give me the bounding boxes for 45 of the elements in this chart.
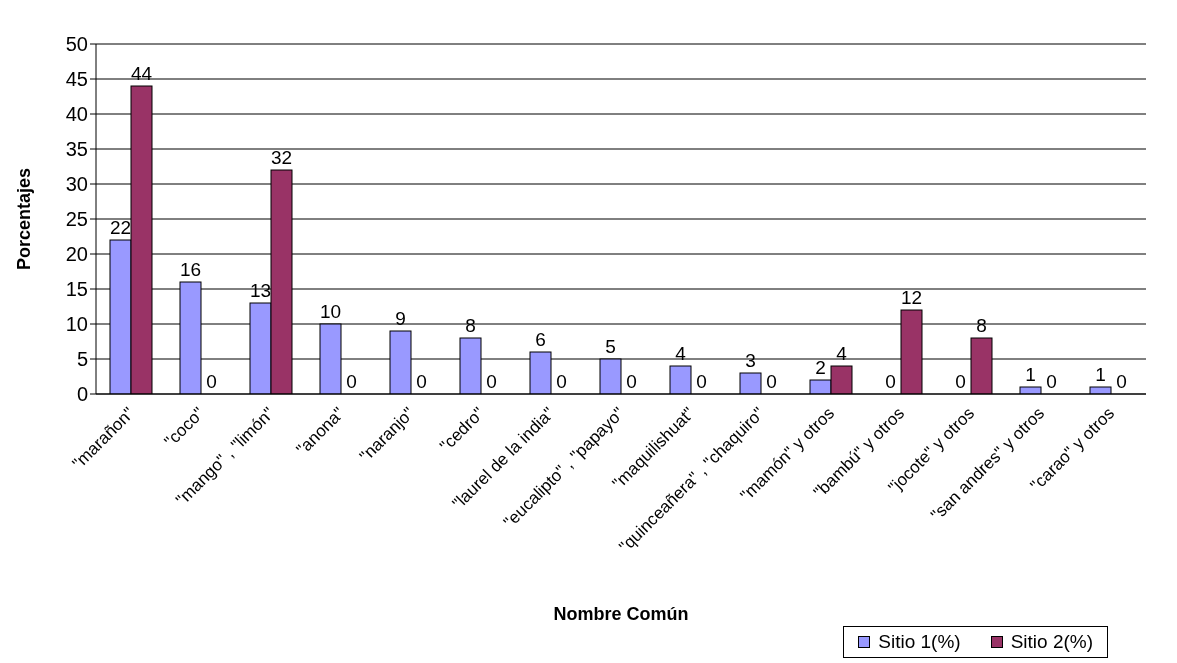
data-label: 0 [206, 371, 217, 392]
data-label: 8 [465, 315, 476, 336]
data-label: 0 [955, 371, 966, 392]
data-label: 0 [885, 371, 896, 392]
y-tick-label: 50 [65, 33, 88, 56]
data-label: 8 [976, 315, 987, 336]
data-label: 0 [626, 371, 637, 392]
y-tick-label: 5 [76, 348, 88, 371]
y-tick-label: 0 [76, 383, 88, 406]
y-tick-label: 40 [65, 103, 88, 126]
data-label: 0 [1046, 371, 1057, 392]
data-label: 0 [1116, 371, 1127, 392]
data-label: 1 [1025, 364, 1036, 385]
y-tick-label: 10 [65, 313, 88, 336]
y-tick-label: 20 [65, 243, 88, 266]
data-label: 0 [696, 371, 707, 392]
data-label: 10 [319, 301, 342, 322]
data-label: 4 [836, 343, 848, 364]
y-tick-label: 45 [65, 68, 88, 91]
data-label: 0 [766, 371, 777, 392]
data-label: 16 [179, 259, 202, 280]
data-label: 32 [270, 147, 293, 168]
y-tick-label: 30 [65, 173, 88, 196]
data-label: 5 [605, 336, 616, 357]
y-tick-label: 15 [65, 278, 88, 301]
data-label: 9 [395, 308, 406, 329]
x-axis-title: Nombre Común [553, 604, 689, 624]
legend-label: Sitio 1(%) [877, 631, 961, 653]
legend-label: Sitio 2(%) [1009, 631, 1093, 653]
data-label: 0 [556, 371, 567, 392]
data-label: 2 [815, 357, 826, 378]
data-label: 1 [1095, 364, 1106, 385]
data-label: 4 [675, 343, 687, 364]
data-label: 3 [745, 350, 756, 371]
data-label: 0 [416, 371, 427, 392]
data-label: 44 [130, 63, 153, 84]
data-label: 22 [109, 217, 132, 238]
y-axis-title: Porcentajes [14, 167, 35, 271]
data-label: 0 [346, 371, 357, 392]
data-label: 12 [900, 287, 923, 308]
data-label: 13 [249, 280, 272, 301]
data-label: 6 [535, 329, 546, 350]
y-tick-label: 35 [65, 138, 88, 161]
data-label: 0 [486, 371, 497, 392]
y-tick-label: 25 [65, 208, 88, 231]
